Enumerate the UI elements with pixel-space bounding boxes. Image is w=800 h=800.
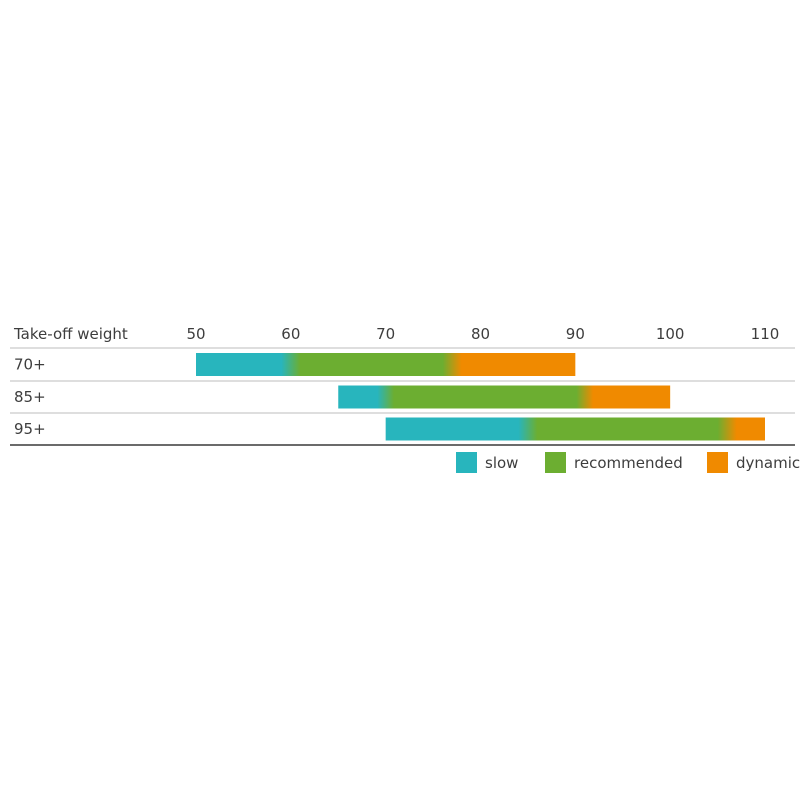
legend-label-dynamic: dynamic xyxy=(736,454,800,472)
legend-label-recommended: recommended xyxy=(574,454,683,472)
row-label: 70+ xyxy=(14,356,46,374)
x-tick-label: 80 xyxy=(471,325,490,343)
x-tick-label: 50 xyxy=(186,325,205,343)
legend-swatch-slow xyxy=(456,452,477,473)
x-tick-label: 90 xyxy=(566,325,585,343)
legend-swatch-dynamic xyxy=(707,452,728,473)
x-axis-label: Take-off weight xyxy=(13,325,128,343)
bar-85plus xyxy=(338,385,671,409)
legend-swatch-recommended xyxy=(545,452,566,473)
x-tick-label: 110 xyxy=(751,325,780,343)
x-tick-label: 70 xyxy=(376,325,395,343)
bar-70plus xyxy=(196,353,576,376)
row-separators xyxy=(10,347,795,446)
x-tick-label: 100 xyxy=(656,325,685,343)
bar-95plus xyxy=(385,417,765,441)
legend-label-slow: slow xyxy=(485,454,518,472)
x-tick-label: 60 xyxy=(281,325,300,343)
x-ticks: 50 60 70 80 90 100 110 xyxy=(186,325,779,343)
row-label: 85+ xyxy=(14,388,46,406)
legend: slow recommended dynamic xyxy=(456,452,800,473)
rows: 70+ 85+ 95+ xyxy=(14,353,765,441)
row-label: 95+ xyxy=(14,420,46,438)
